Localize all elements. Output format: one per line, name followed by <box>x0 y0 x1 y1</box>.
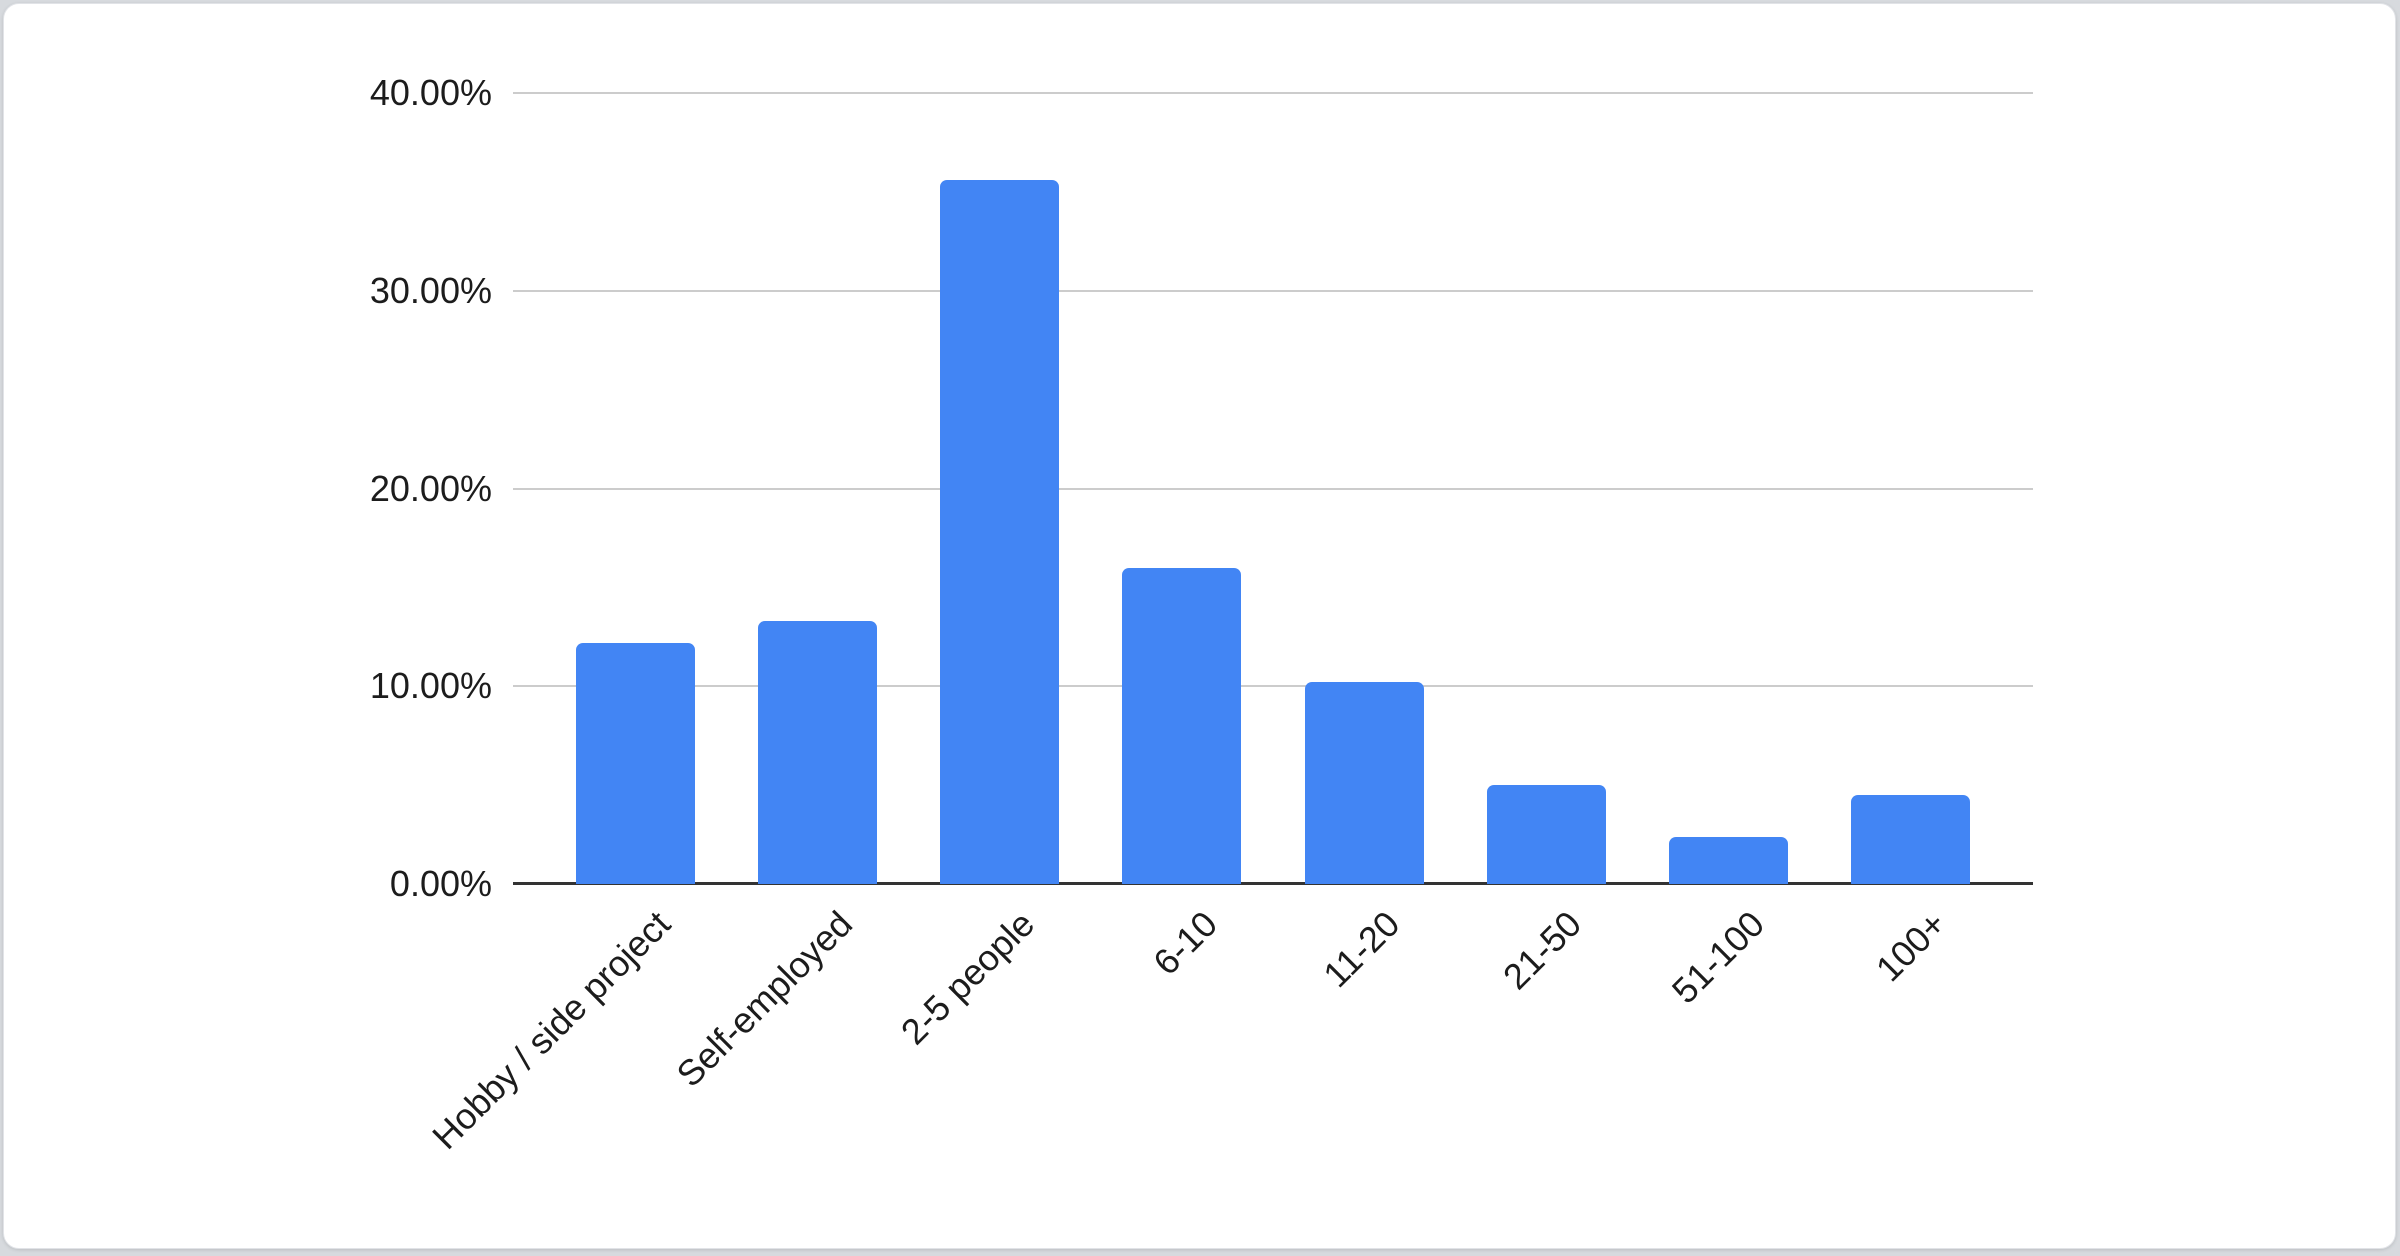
x-axis-baseline <box>513 882 2033 885</box>
y-axis-tick-label-30: 30.00% <box>369 269 492 311</box>
x-axis-category-label-hobby-side-project: Hobby / side project <box>424 903 679 1157</box>
bar-51-100 <box>1669 836 1789 884</box>
x-axis-category-label-100: 100+ <box>1867 903 1954 990</box>
chart-card: 0.00% 10.00% 20.00% 30.00% 40.00% Hobby / si… <box>3 3 2396 1249</box>
gridline-40-percent <box>513 92 2033 94</box>
plot-area <box>513 92 2033 885</box>
bar-hobby-side-project <box>575 642 695 884</box>
x-axis-category-label-51-100: 51-100 <box>1663 903 1772 1012</box>
x-axis-category-label-6-10: 6-10 <box>1144 903 1225 983</box>
x-axis-category-label-21-50: 21-50 <box>1495 903 1590 998</box>
x-axis-category-label-2-5-people: 2-5 people <box>893 903 1043 1053</box>
bar-11-20 <box>1304 682 1424 884</box>
y-axis-tick-label-10: 10.00% <box>369 665 492 707</box>
bar-6-10 <box>1122 567 1242 884</box>
bar-2-5-people <box>940 180 1060 884</box>
gridline-20-percent <box>513 487 2033 490</box>
x-axis-category-label-self-employed: Self-employed <box>668 903 861 1095</box>
company-size-bar-chart: 0.00% 10.00% 20.00% 30.00% 40.00% Hobby / si… <box>4 4 2395 1248</box>
bar-21-50 <box>1486 785 1606 884</box>
gridline-10-percent <box>513 685 2033 688</box>
x-axis-category-label-11-20: 11-20 <box>1314 903 1408 996</box>
y-axis-tick-label-0: 0.00% <box>389 863 492 904</box>
gridline-30-percent <box>513 289 2033 292</box>
y-axis-tick-label-20: 20.00% <box>369 467 492 509</box>
y-axis-tick-label-40: 40.00% <box>369 72 492 113</box>
bar-100 <box>1851 795 1971 884</box>
bar-self-employed <box>757 621 877 884</box>
